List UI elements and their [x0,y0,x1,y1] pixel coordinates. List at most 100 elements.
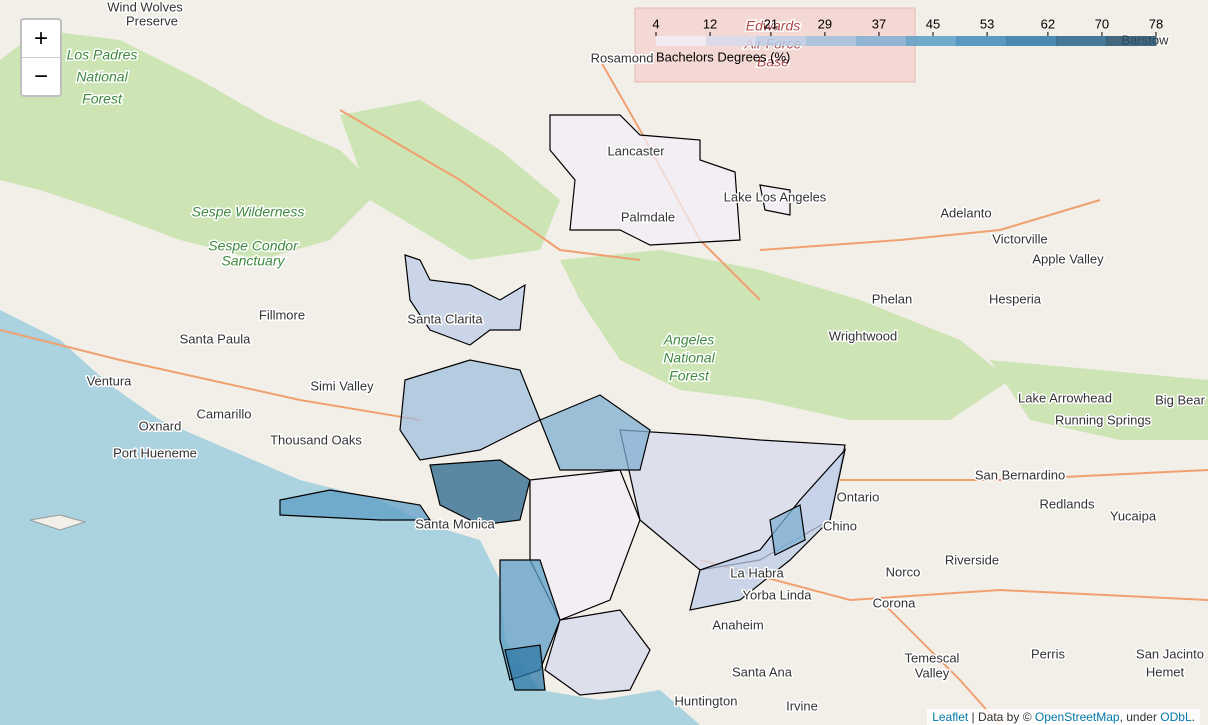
place-label: Santa Ana [732,664,793,679]
base-label: Base [757,54,789,70]
leaflet-link[interactable]: Leaflet [932,710,969,724]
park-label: Forest [669,368,710,384]
place-label: Fillmore [259,307,305,322]
place-label: Big Bear [1155,392,1206,407]
region [404,254,526,346]
place-label: Lake Los Angeles [724,189,827,204]
legend-swatch [1006,36,1057,46]
attribution-text: , under [1119,710,1161,724]
park-label: Sespe Wilderness [192,204,305,220]
legend-tick-label: 29 [818,16,832,31]
place-label: Lake Arrowhead [1018,390,1112,405]
forest [990,360,1208,440]
park-label: National [663,350,715,366]
place-label: Camarillo [197,406,252,421]
region [759,184,791,216]
attribution-text: . [1191,710,1195,724]
legend-tick-label: 4 [652,16,659,31]
region [504,644,546,691]
place-label: Port Hueneme [113,445,197,460]
place-label: Anaheim [712,617,763,632]
place-label: Santa Clarita [407,311,483,326]
legend-tick-label: 78 [1149,16,1163,31]
place-label: Wind Wolves [107,0,183,14]
legend-swatch [1056,36,1107,46]
island [29,514,87,531]
legend-tick-label: 70 [1095,16,1109,31]
place-label: Riverside [945,552,999,567]
place-label: Huntington [675,693,738,708]
legend-tick-label: 53 [980,16,994,31]
legend-swatch [956,36,1007,46]
place-label: Thousand Oaks [270,432,362,447]
region [549,114,741,246]
place-label: Norco [886,564,921,579]
legend-swatch [756,36,807,46]
region [539,394,651,471]
region [399,359,541,461]
place-label: Ventura [87,373,133,388]
base-label: Edwards [746,18,800,34]
osm-link[interactable]: OpenStreetMap [1034,710,1120,724]
legend-tick-label: 45 [926,16,940,31]
forest [0,30,380,260]
labels: Lancaster Palmdale Lake Los Angeles Rosamon… [65,0,1207,715]
park-label: Sanctuary [221,253,285,269]
legend-swatch [856,36,907,46]
place-label: Santa Paula [180,331,252,346]
legend-tick-label: 37 [872,16,886,31]
choropleth [279,114,847,696]
place-label: Temescal [905,650,960,665]
park-label: Forest [82,91,123,107]
place-label: San Bernardino [975,467,1065,482]
forest [560,250,1010,420]
place-label: Preserve [126,13,178,28]
attribution-text: | Data by © [968,710,1035,724]
place-label: La Habra [730,565,784,580]
place-label: Chino [823,518,857,533]
place-label: Yorba Linda [743,587,813,602]
legend-swatch [806,36,857,46]
place-label: Redlands [1040,496,1095,511]
place-label: Wrightwood [829,328,897,343]
place-label: Santa Monica [415,516,495,531]
place-label: Irvine [786,698,818,713]
place-label: Hemet [1146,664,1185,679]
region [544,609,651,696]
park-label: Los Padres [67,47,138,63]
legend-swatch [656,36,707,46]
forest [340,100,560,260]
place-label: Perris [1031,646,1065,661]
legend-tick-label: 12 [703,16,717,31]
region [279,489,432,521]
legend-swatch [906,36,957,46]
attribution: Leaflet | Data by © OpenStreetMap, under… [927,709,1200,725]
place-label: San Jacinto [1136,646,1204,661]
place-label: Adelanto [940,205,991,220]
place-label: Oxnard [139,418,182,433]
park-label: National [76,69,128,85]
place-label: Running Springs [1055,412,1152,427]
place-label: Hesperia [989,291,1042,306]
zoom-in[interactable]: + [33,25,48,52]
legend: 4 12 21 29 37 45 53 62 70 78 Bachelors Degrees (%) [652,16,1163,64]
place-label: Yucaipa [1110,508,1157,523]
legend-swatch [1106,36,1157,46]
park-label: Angeles [663,332,715,348]
place-label: Phelan [872,291,912,306]
legend-swatch [706,36,757,46]
zoom-control: + − [20,18,62,97]
place-label: Victorville [992,231,1047,246]
odbl-link[interactable]: ODbL [1160,710,1192,724]
place-label: Apple Valley [1032,251,1104,266]
place-label: Rosamond [591,50,654,65]
park-label: Sespe Condor [208,238,299,254]
legend-tick-label: 62 [1041,16,1055,31]
legend-title: Bachelors Degrees (%) [656,49,790,64]
zoom-out[interactable]: − [22,57,60,95]
region [429,459,531,526]
place-label: Palmdale [621,209,675,224]
place-label: Ontario [837,489,880,504]
